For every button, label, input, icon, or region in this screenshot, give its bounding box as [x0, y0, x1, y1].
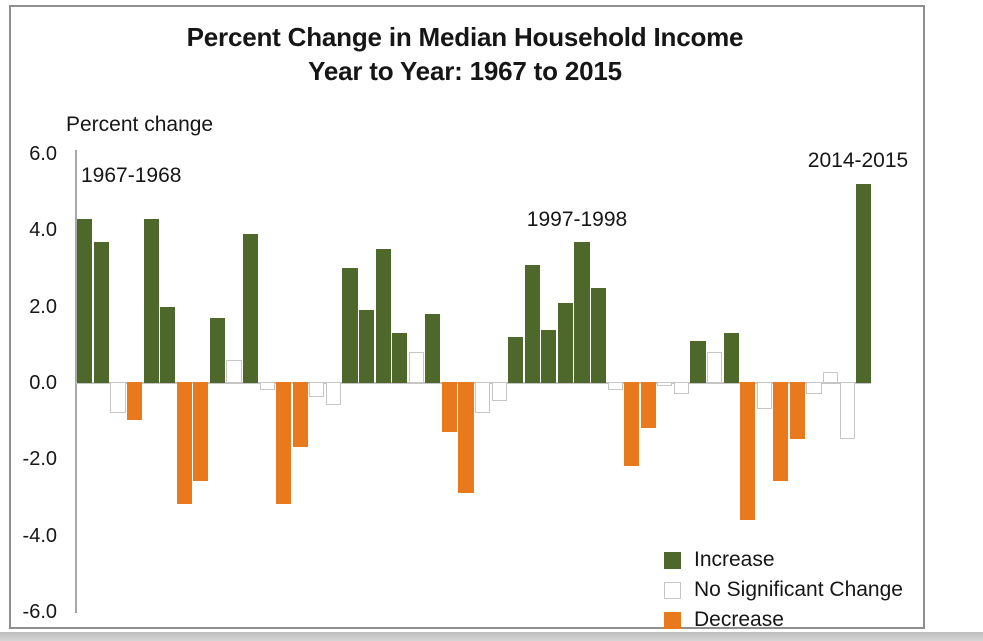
bar-2011-2012: [806, 382, 822, 394]
y-axis-unit-label: Percent change: [66, 113, 214, 136]
bar-1990-1991: [458, 382, 474, 493]
y-axis-line: [75, 150, 77, 613]
bar-2004-2005: [690, 341, 706, 383]
bar-2012-2013: [822, 371, 839, 383]
bar-1985-1986: [375, 249, 391, 383]
legend-row-decrease: Decrease: [664, 605, 903, 635]
bar-1983-1984: [342, 268, 358, 383]
bar-1993-1994: [508, 337, 524, 383]
bar-2014-2015: [856, 184, 872, 383]
annotation-2014-2015: 2014-2015: [807, 149, 909, 172]
y-axis-tick-label: 0.0: [29, 372, 57, 394]
bar-2002-2003: [657, 382, 673, 386]
legend-swatch-increase-icon: [664, 551, 681, 569]
bar-1968-1969: [93, 241, 110, 383]
bar-1974-1975: [193, 382, 209, 482]
legend-label-no-change: No Significant Change: [694, 578, 903, 601]
bar-1995-1996: [541, 329, 557, 383]
y-axis-tick-label: 4.0: [29, 219, 57, 242]
bar-1978-1979: [259, 382, 275, 390]
y-axis-tick-label: -4.0: [22, 524, 57, 547]
bar-1987-1988: [408, 352, 424, 383]
bar-1982-1983: [325, 382, 342, 405]
y-axis-tick-label: -2.0: [22, 448, 57, 471]
frame-bottom-shadow: [0, 632, 983, 641]
chart-title: Percent Change in Median Household Incom…: [186, 22, 744, 52]
legend-label-increase: Increase: [694, 548, 775, 571]
annotation-1967-1968: 1967-1968: [81, 164, 182, 187]
bar-2009-2010: [773, 382, 789, 482]
bar-2008-2009: [756, 382, 772, 409]
legend-swatch-no-change-icon: [664, 581, 681, 599]
y-axis-tick-label: -6.0: [22, 601, 57, 624]
legend-row-increase: Increase: [664, 545, 903, 575]
bar-1967-1968: [77, 218, 93, 383]
chart-subtitle: Year to Year: 1967 to 2015: [308, 56, 622, 86]
bar-1977-1978: [243, 234, 259, 383]
bar-2000-2001: [624, 382, 640, 466]
bar-2001-2002: [640, 382, 656, 428]
bar-1981-1982: [309, 382, 325, 398]
bar-2003-2004: [673, 382, 689, 394]
chart-title-block: Percent Change in Median Household Incom…: [9, 20, 921, 88]
bar-1976-1977: [226, 360, 242, 383]
bar-1989-1990: [441, 382, 457, 432]
bar-1980-1981: [292, 382, 308, 447]
y-axis-tick-label: 6.0: [29, 142, 57, 165]
bar-1986-1987: [392, 333, 408, 383]
bar-1971-1972: [143, 218, 159, 383]
bar-1969-1970: [110, 382, 126, 413]
legend-row-no-change: No Significant Change: [664, 575, 903, 605]
bar-2005-2006: [707, 352, 723, 383]
bar-1973-1974: [176, 382, 192, 505]
legend-label-decrease: Decrease: [694, 608, 784, 631]
bar-1988-1989: [425, 314, 441, 383]
bar-1992-1993: [491, 382, 507, 402]
y-axis-tick-label: 2.0: [29, 295, 57, 318]
legend: Increase No Significant Change Decrease: [664, 545, 903, 635]
bar-1994-1995: [524, 264, 540, 383]
bar-2010-2011: [789, 382, 805, 440]
bar-1975-1976: [209, 318, 226, 383]
annotation-1997-1998: 1997-1998: [526, 208, 628, 231]
bar-1991-1992: [475, 382, 491, 413]
bar-1979-1980: [276, 382, 292, 505]
bar-1996-1997: [557, 302, 573, 383]
bar-1972-1973: [160, 306, 176, 383]
bar-1998-1999: [591, 287, 607, 383]
bar-2006-2007: [723, 333, 739, 383]
bar-2013-2014: [839, 382, 855, 440]
bar-1970-1971: [127, 382, 143, 421]
legend-swatch-decrease-icon: [664, 611, 681, 629]
bar-1999-2000: [607, 382, 623, 390]
bar-1997-1998: [574, 241, 590, 383]
bar-2007-2008: [740, 382, 756, 520]
bar-1984-1985: [359, 310, 375, 383]
